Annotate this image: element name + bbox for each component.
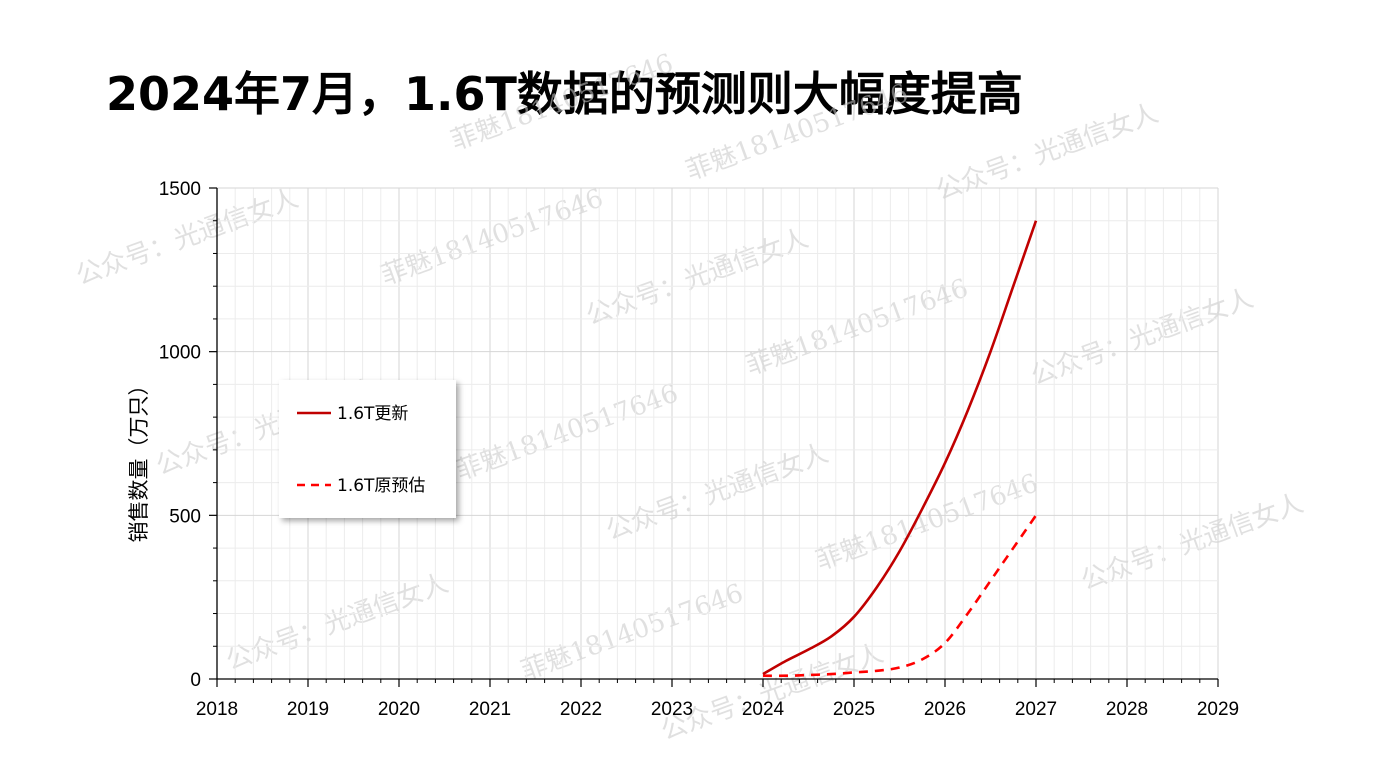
watermark-text: 菲魅18140517646 (377, 183, 607, 291)
y-tick-label: 1000 (159, 343, 201, 364)
y-tick-label: 500 (169, 506, 201, 527)
watermark-text: 公众号：光通信女人 (657, 638, 887, 746)
legend-layer: 1.6T更新 1.6T原预估 (279, 380, 456, 518)
watermark-text: 公众号：光通信女人 (932, 98, 1162, 206)
x-tick-label: 2024 (742, 699, 785, 720)
x-tick-label: 2029 (1197, 699, 1239, 720)
axis-layer: 2018 2019 2020 2021 2022 2023 2024 2025 2026 2027… (127, 179, 1239, 720)
legend-box (279, 380, 456, 518)
x-tick-label: 2022 (560, 699, 602, 720)
watermark-text: 公众号：光通信女人 (602, 438, 832, 546)
legend-label: 1.6T原预估 (337, 476, 425, 496)
grid-layer (216, 187, 1219, 680)
watermark-text: 菲魅18140517646 (452, 378, 682, 486)
watermark-text: 公众号：光通信女人 (222, 568, 452, 676)
x-tick-label: 2025 (833, 699, 875, 720)
watermark-text: 菲魅18140517646 (447, 48, 677, 156)
x-tick-label: 2020 (378, 699, 420, 720)
x-tick-label: 2018 (196, 699, 238, 720)
series-line-2 (762, 514, 1038, 678)
watermark-text: 菲魅18140517646 (517, 578, 747, 686)
watermark-text: 公众号：光通信女人 (582, 223, 812, 331)
y-tick-label: 1500 (159, 179, 201, 200)
x-tick-label: 2028 (1106, 699, 1148, 720)
x-tick-label: 2019 (287, 699, 329, 720)
page-title: 2024年7月，1.6T数据的预测则大幅度提高 (106, 67, 1023, 121)
watermark-text: 菲魅18140517646 (742, 273, 972, 381)
x-tick-label: 2026 (924, 699, 966, 720)
watermark-text: 公众号：光通信女人 (1027, 283, 1257, 391)
watermark-text: 菲魅18140517646 (682, 78, 912, 186)
series-line-1 (762, 220, 1038, 676)
legend-label: 1.6T更新 (337, 404, 408, 424)
x-tick-label: 2023 (651, 699, 693, 720)
x-tick-label: 2027 (1015, 699, 1057, 720)
series-layer (762, 220, 1038, 678)
x-tick-label: 2021 (469, 699, 511, 720)
y-tick-label: 0 (190, 670, 201, 691)
y-axis-label: 销售数量（万只） (127, 375, 151, 543)
